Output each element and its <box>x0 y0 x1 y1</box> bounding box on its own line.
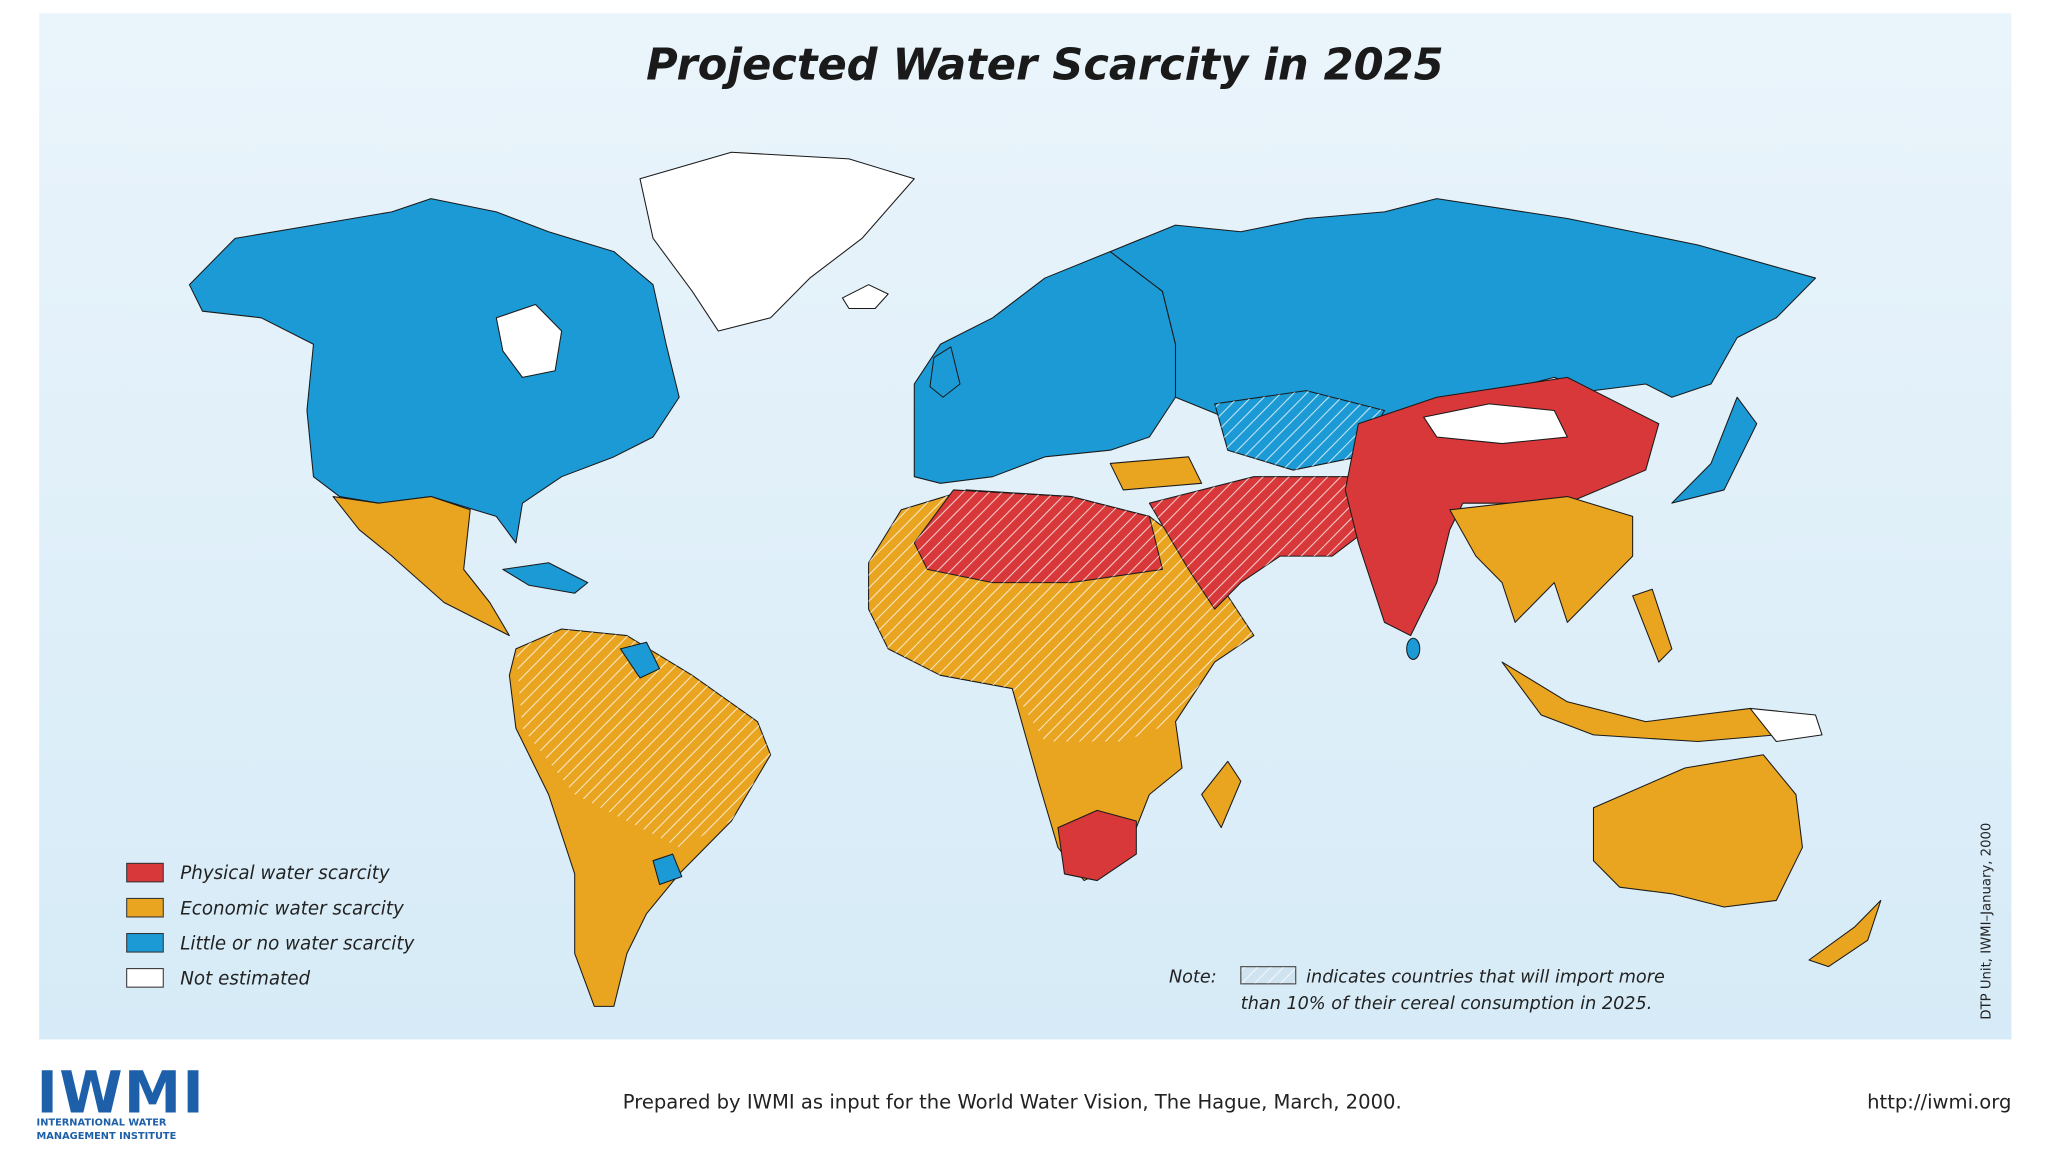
uruguay <box>652 853 683 886</box>
import-hatch-north-africa <box>914 489 1163 583</box>
legend-swatch <box>126 897 164 918</box>
note-text: than 10% of their cereal consumption in … <box>1241 994 1653 1014</box>
britain <box>929 346 961 398</box>
sri-lanka <box>1406 637 1421 660</box>
new-zealand <box>1808 899 1882 968</box>
madagascar <box>1201 760 1242 829</box>
legend-swatch <box>126 968 164 988</box>
legend-label: Physical water scarcity <box>180 863 391 884</box>
credit: DTP Unit, IWMI–January, 2000 <box>1980 823 1995 1020</box>
caribbean <box>502 562 589 594</box>
legend-label: Little or no water scarcity <box>180 933 415 954</box>
import-hatch-central-asia <box>1214 390 1385 471</box>
note-swatch-hatch <box>1240 966 1297 985</box>
logo: IWMI <box>37 1058 206 1126</box>
legend-label: Not estimated <box>180 968 310 989</box>
note-label: Note: <box>1169 967 1217 987</box>
legend-label: Economic water scarcity <box>180 898 405 919</box>
prepared-by: Prepared by IWMI as input for the World … <box>623 1090 1402 1113</box>
papua <box>1749 707 1823 743</box>
south-africa <box>1057 809 1137 882</box>
australia <box>1592 754 1803 908</box>
mongolia <box>1423 403 1568 445</box>
north-america <box>188 198 680 544</box>
legend-swatch <box>126 932 164 953</box>
southeast-asia <box>1449 496 1634 623</box>
guyana <box>619 641 661 679</box>
hudson-bay <box>495 304 563 378</box>
philippines <box>1632 588 1673 663</box>
url[interactable]: http://iwmi.org <box>1867 1090 2011 1113</box>
logo-subtitle: MANAGEMENT INSTITUTE <box>37 1131 177 1142</box>
legend-swatch <box>126 862 164 883</box>
note-text: indicates countries that will import mor… <box>1306 967 1665 987</box>
footer: IWMI INTERNATIONAL WATER MANAGEMENT INST… <box>37 1058 2012 1142</box>
import-hatch-south-america <box>515 628 771 848</box>
iceland <box>841 284 889 310</box>
greenland <box>639 151 915 332</box>
world-map <box>188 151 1882 1007</box>
import-hatch-middle-east <box>1149 476 1385 610</box>
central-america <box>332 496 510 637</box>
turkey <box>1109 456 1203 491</box>
legend: Physical water scarcity Economic water sc… <box>126 862 415 990</box>
japan <box>1671 396 1758 504</box>
logo-subtitle: INTERNATIONAL WATER <box>37 1117 167 1128</box>
map-title: Projected Water Scarcity in 2025 <box>646 40 1443 90</box>
